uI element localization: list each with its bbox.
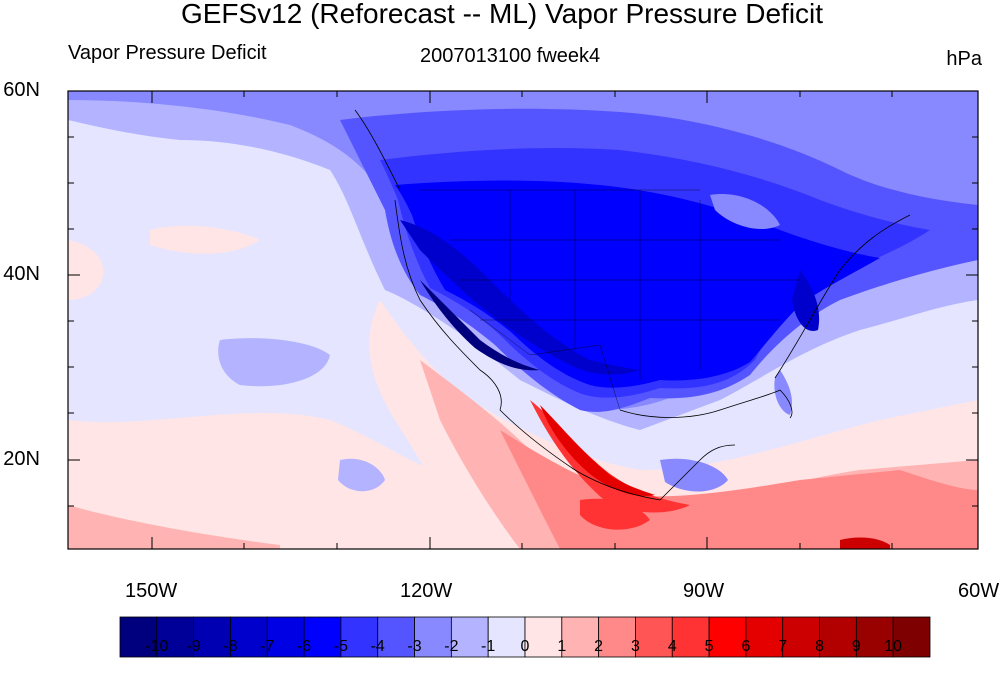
colorbar-box	[230, 616, 268, 658]
colorbar-label: 4	[667, 638, 677, 655]
colorbar-box	[892, 616, 931, 658]
colorbar-label: -3	[407, 638, 422, 655]
colorbar-label: -9	[186, 638, 201, 655]
colorbar-box	[819, 616, 857, 658]
colorbar-box	[635, 616, 673, 658]
colorbar-label: -8	[223, 638, 238, 655]
forecast-time-label: 2007013100 fweek4	[420, 45, 601, 67]
colorbar-box	[119, 616, 158, 658]
colorbar-label: 3	[631, 638, 640, 655]
map-field	[68, 91, 978, 549]
colorbar-label: 2	[594, 638, 604, 655]
variable-label: Vapor Pressure Deficit	[68, 42, 267, 64]
colorbar-label: -10	[145, 638, 169, 655]
lat-label-60n: 60N	[3, 79, 40, 101]
lon-label-150w: 150W	[125, 580, 178, 602]
colorbar-box	[782, 616, 820, 658]
field-pale-red-south	[68, 412, 470, 549]
colorbar-box	[561, 616, 600, 658]
colorbar-label: 7	[778, 638, 788, 655]
colorbar-label: -2	[444, 638, 459, 655]
colorbar-label: 6	[741, 638, 751, 655]
colorbar-label: -4	[370, 638, 385, 655]
colorbar-box	[193, 616, 231, 658]
colorbar-box	[524, 616, 563, 658]
colorbar-label: -1	[481, 638, 496, 655]
colorbar-box	[708, 616, 747, 658]
colorbar-label: 1	[557, 638, 567, 655]
colorbar-box	[487, 616, 526, 658]
colorbar-label: 0	[520, 638, 530, 655]
colorbar-label: -6	[296, 638, 312, 655]
colorbar-label: 8	[815, 638, 824, 655]
colorbar-box	[598, 616, 636, 658]
colorbar-box	[855, 616, 894, 658]
colorbar-box	[671, 616, 710, 658]
map-title: GEFSv12 (Reforecast -- ML) Vapor Pressur…	[180, 0, 824, 29]
axis-ticks	[68, 90, 978, 549]
borders	[420, 189, 800, 411]
units-label: hPa	[946, 48, 982, 70]
lon-label-60w: 60W	[958, 580, 1000, 602]
coastlines	[354, 109, 911, 501]
lat-label-20n: 20N	[3, 448, 40, 470]
lon-label-120w: 120W	[400, 580, 453, 602]
colorbar-label: 9	[851, 638, 861, 655]
colorbar-label: -7	[260, 638, 275, 655]
colorbar-box	[745, 616, 784, 658]
map-frame	[67, 90, 979, 550]
colorbar-label: 10	[884, 638, 903, 655]
lon-label-90w: 90W	[683, 580, 725, 602]
colorbar-box	[450, 616, 489, 658]
colorbar-box	[266, 616, 305, 658]
colorbar-label: -5	[333, 638, 349, 655]
colorbar-box	[340, 616, 379, 658]
lat-label-40n: 40N	[3, 263, 40, 285]
colorbar-label: 5	[704, 638, 714, 655]
